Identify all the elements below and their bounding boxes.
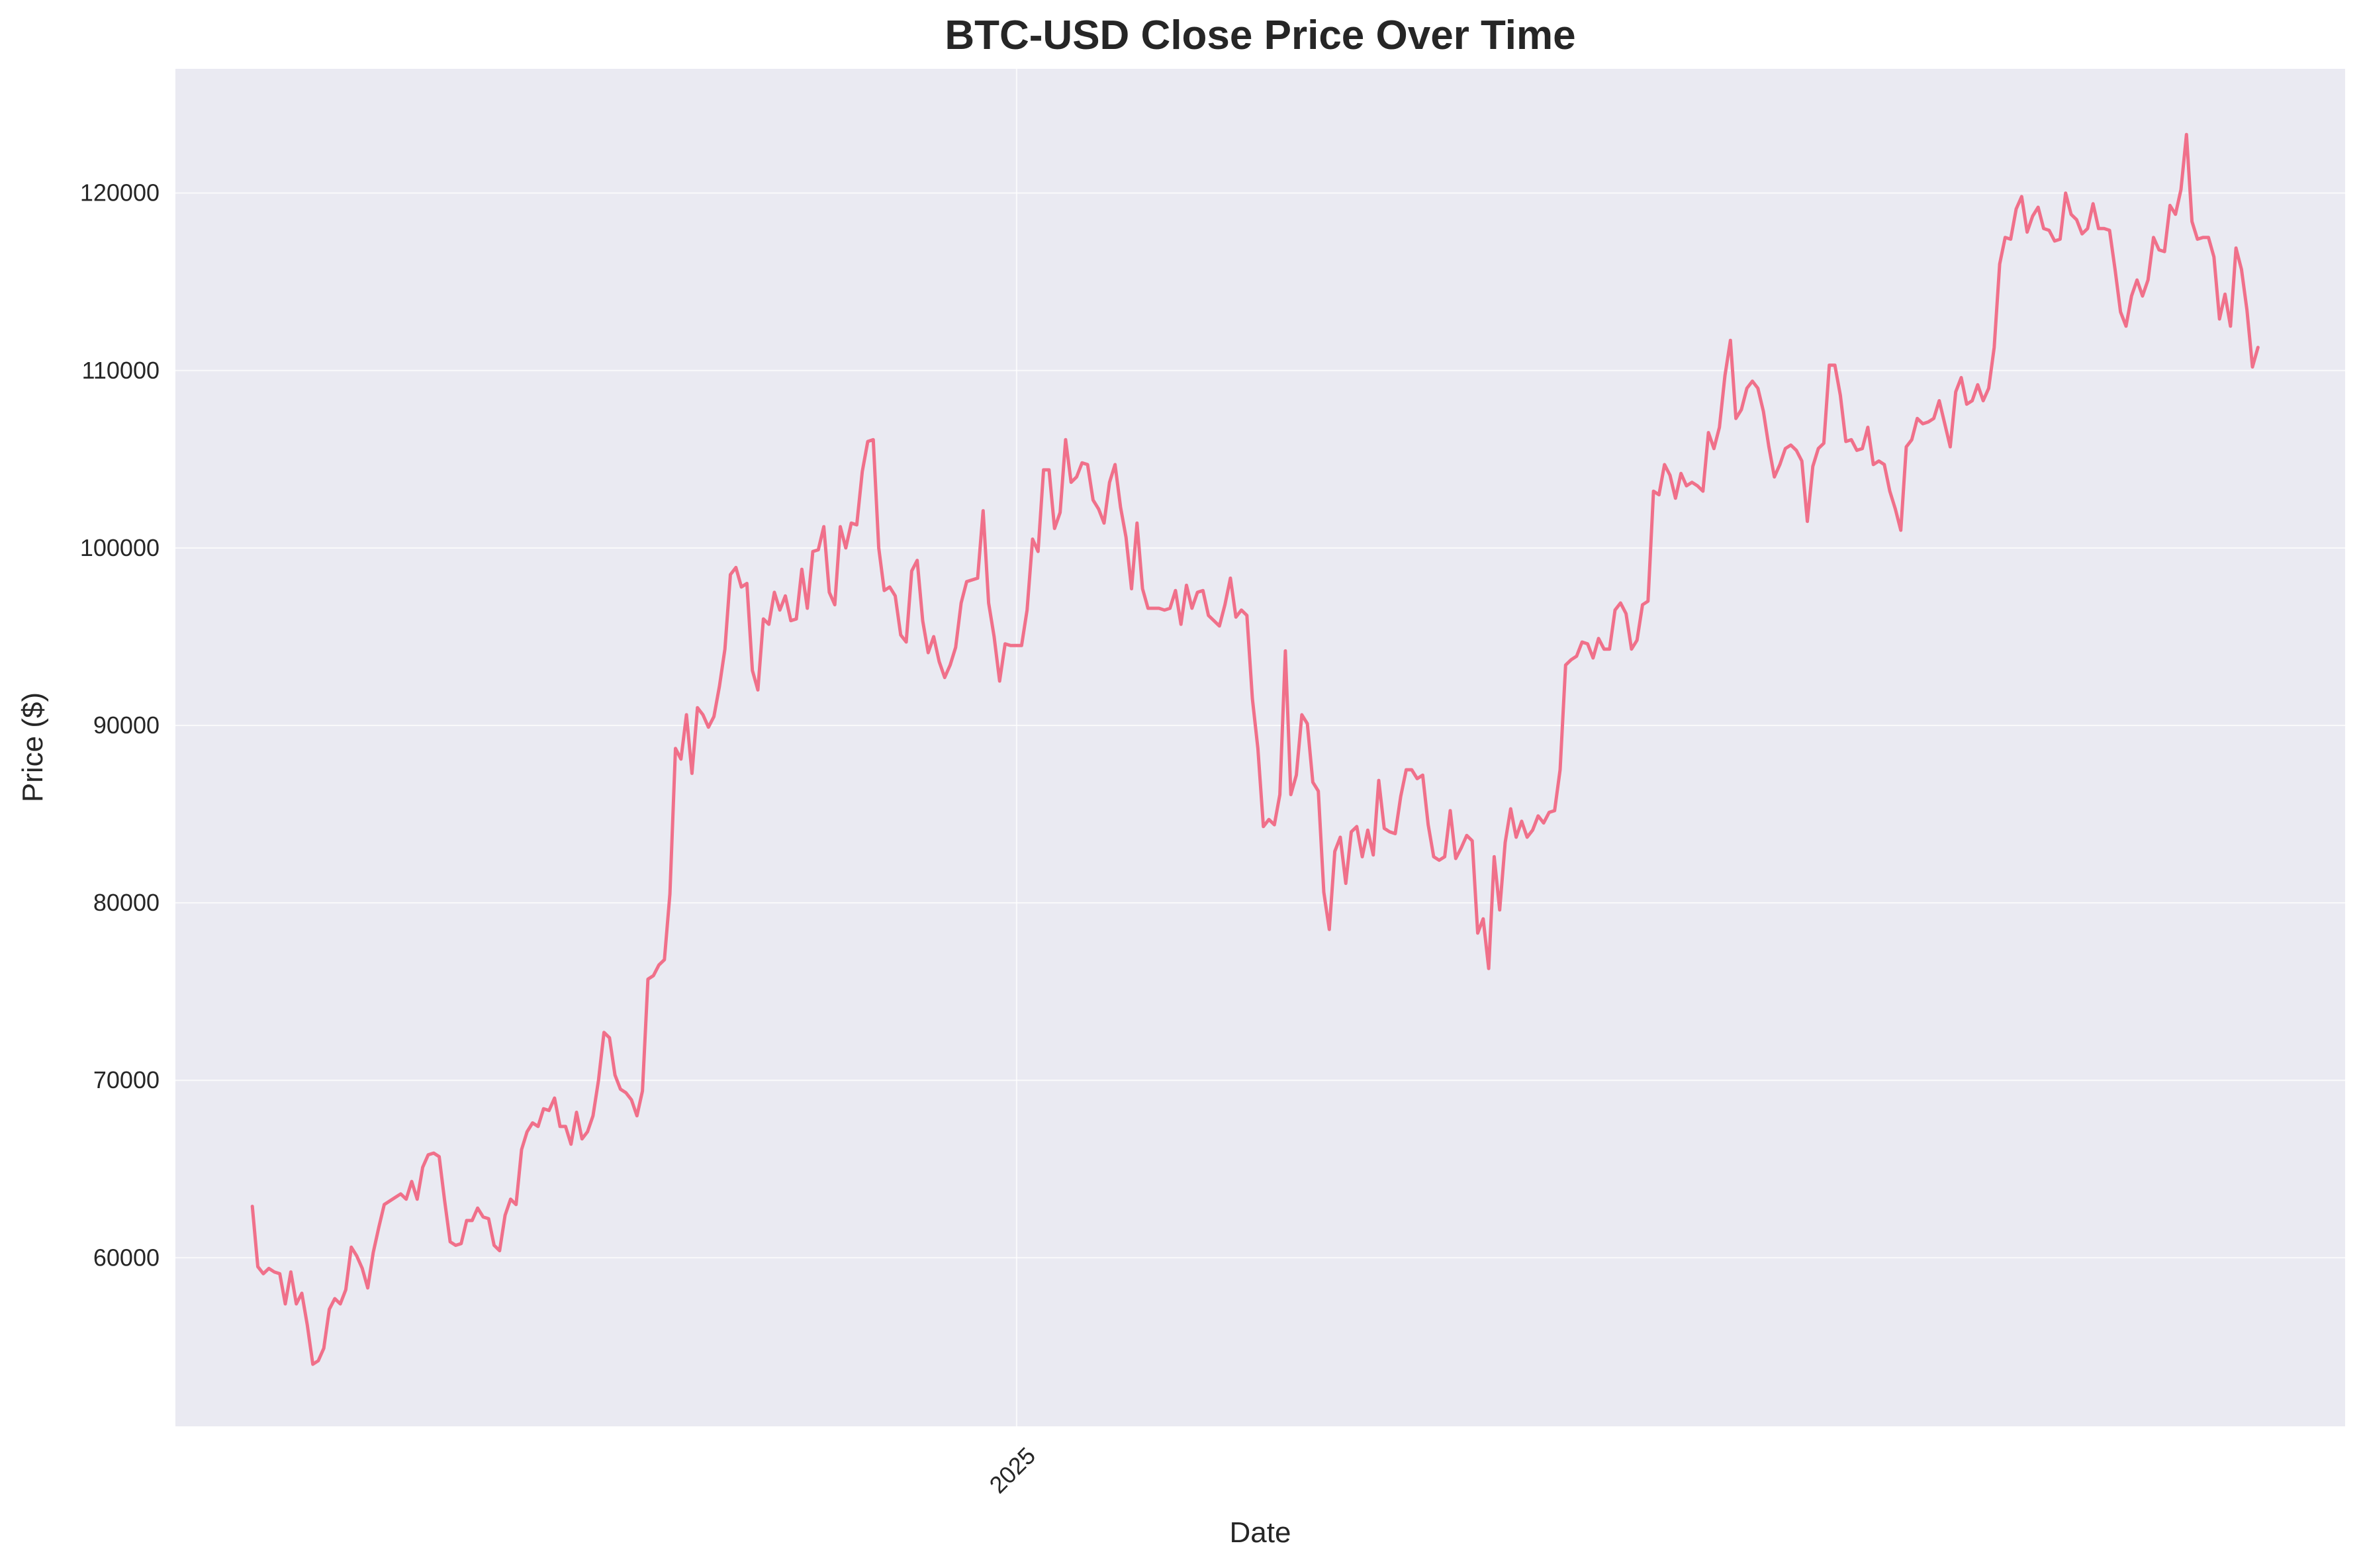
y-tick-label: 90000: [93, 712, 160, 739]
y-tick-label: 70000: [93, 1066, 160, 1093]
series-line-close-price: [250, 132, 2260, 1366]
y-tick-label: 120000: [80, 179, 160, 207]
y-axis-label: Price ($): [17, 692, 49, 802]
gridlines: [175, 69, 2345, 1426]
y-tick-label: 110000: [82, 357, 160, 384]
chart-title: BTC-USD Close Price Over Time: [945, 13, 1575, 58]
x-axis-ticks: 2025: [984, 1442, 1041, 1499]
y-axis-ticks: 60000 70000 80000 90000 100000 110000 120000: [80, 179, 160, 1271]
y-tick-label: 60000: [93, 1244, 160, 1271]
y-tick-label: 80000: [93, 889, 160, 916]
x-tick-label: 2025: [984, 1442, 1041, 1499]
x-axis-label: Date: [1230, 1516, 1291, 1549]
plot-area: [175, 69, 2345, 1426]
y-tick-label: 100000: [80, 534, 160, 561]
